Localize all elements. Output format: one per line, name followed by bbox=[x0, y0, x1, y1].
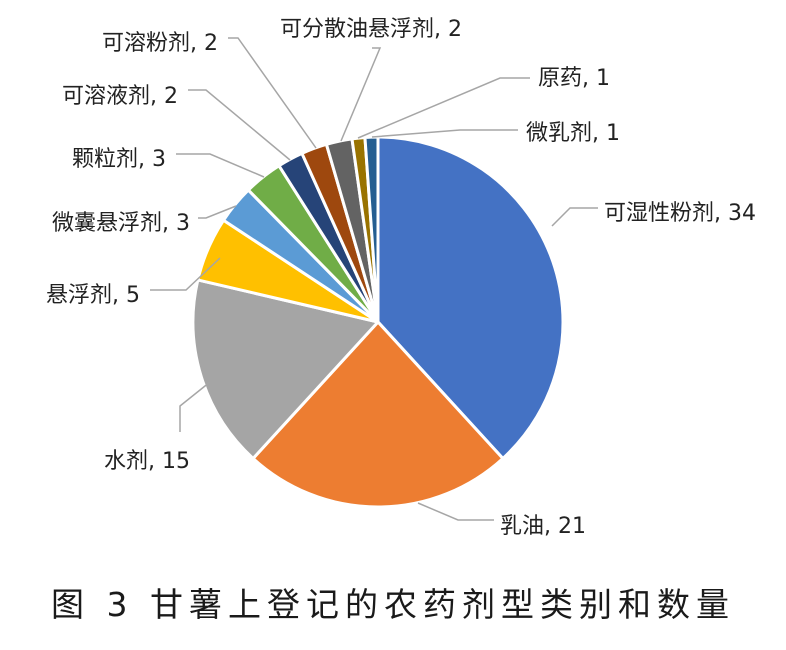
leader-line-5 bbox=[198, 205, 237, 219]
pie-slice-1 bbox=[376, 135, 565, 460]
pie-chart: 可湿性粉剂, 34 乳油, 21 水剂, 15 悬浮剂, 5 微囊悬浮剂, 3 颗粒剂, … bbox=[46, 17, 756, 539]
pie-slice-2 bbox=[251, 320, 505, 509]
data-labels: 可湿性粉剂, 34 乳油, 21 水剂, 15 悬浮剂, 5 微囊悬浮剂, 3 颗粒剂, … bbox=[46, 17, 756, 539]
leader-line-10 bbox=[357, 77, 530, 139]
pie-slices bbox=[191, 135, 565, 509]
data-label-7: 可溶液剂, 2 bbox=[62, 84, 178, 109]
leader-line-11 bbox=[371, 129, 518, 138]
figure-caption: 图 3 甘薯上登记的农药剂型类别和数量 bbox=[51, 585, 735, 624]
data-label-10: 原药, 1 bbox=[538, 66, 610, 91]
data-label-9: 可分散油悬浮剂, 2 bbox=[280, 17, 462, 42]
data-label-3: 水剂, 15 bbox=[104, 449, 190, 474]
pie-chart-area: 可湿性粉剂, 34 乳油, 21 水剂, 15 悬浮剂, 5 微囊悬浮剂, 3 颗粒剂, … bbox=[46, 17, 756, 539]
leader-line-2 bbox=[417, 502, 494, 521]
data-label-2: 乳油, 21 bbox=[500, 514, 586, 539]
data-label-4: 悬浮剂, 5 bbox=[46, 283, 140, 308]
leader-line-3 bbox=[179, 381, 211, 432]
leader-line-1 bbox=[551, 207, 598, 227]
leader-lines bbox=[150, 37, 598, 521]
data-label-8: 可溶粉剂, 2 bbox=[102, 31, 218, 56]
leader-line-6 bbox=[176, 153, 265, 178]
data-label-5: 微囊悬浮剂, 3 bbox=[52, 211, 190, 236]
leader-line-9 bbox=[340, 47, 382, 142]
leader-line-7 bbox=[188, 89, 291, 161]
leader-line-4 bbox=[150, 257, 221, 291]
leader-line-8 bbox=[228, 37, 317, 149]
data-label-1: 可湿性粉剂, 34 bbox=[604, 201, 756, 226]
pie-slice-3 bbox=[191, 278, 380, 460]
data-label-6: 颗粒剂, 3 bbox=[72, 147, 166, 172]
data-label-11: 微乳剂, 1 bbox=[526, 121, 620, 146]
